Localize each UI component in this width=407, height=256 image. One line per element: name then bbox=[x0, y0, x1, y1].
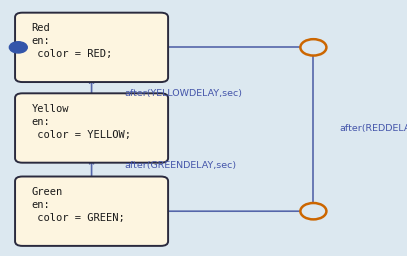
Text: Green
en:
 color = GREEN;: Green en: color = GREEN; bbox=[31, 187, 125, 223]
Circle shape bbox=[300, 39, 326, 56]
Text: after(REDDELAY,sec): after(REDDELAY,sec) bbox=[340, 123, 407, 133]
Circle shape bbox=[9, 42, 27, 53]
FancyBboxPatch shape bbox=[15, 177, 168, 246]
Text: Yellow
en:
 color = YELLOW;: Yellow en: color = YELLOW; bbox=[31, 104, 131, 140]
Text: after(GREENDELAY,sec): after(GREENDELAY,sec) bbox=[124, 161, 236, 170]
FancyBboxPatch shape bbox=[15, 93, 168, 163]
Text: Red
en:
 color = RED;: Red en: color = RED; bbox=[31, 23, 113, 59]
Circle shape bbox=[300, 203, 326, 219]
FancyBboxPatch shape bbox=[15, 13, 168, 82]
Text: after(YELLOWDELAY,sec): after(YELLOWDELAY,sec) bbox=[124, 89, 242, 98]
